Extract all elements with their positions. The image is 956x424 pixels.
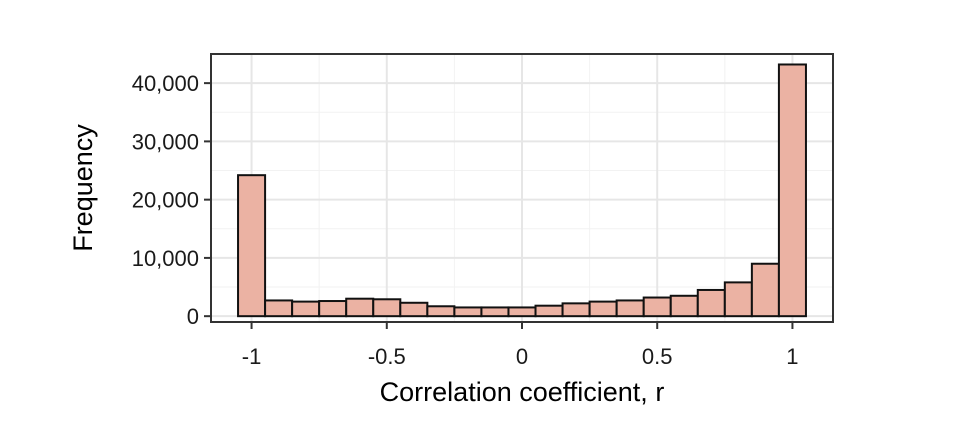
histogram-bar [615, 299, 645, 318]
y-axis: 0 10,000 20,000 30,000 40,000 [132, 71, 211, 329]
y-tick-label: 0 [187, 304, 199, 329]
histogram-bar [480, 306, 510, 318]
histogram-bar [777, 63, 807, 318]
x-tick-label: -0.5 [368, 344, 406, 369]
histogram-bar [372, 298, 402, 318]
y-axis-title: Frequency [68, 124, 98, 252]
histogram-bar [264, 299, 294, 318]
x-axis-title: Correlation coefficient, r [380, 377, 665, 407]
histogram-bar [696, 288, 726, 318]
x-tick-label: 1 [786, 344, 798, 369]
histogram-bar [561, 302, 591, 318]
histogram-bar [642, 296, 672, 318]
x-tick-label: -1 [242, 344, 262, 369]
histogram-bar [318, 300, 348, 318]
histogram-bar [426, 305, 456, 318]
histogram-bar [453, 306, 483, 318]
y-tick-label: 40,000 [132, 71, 199, 96]
y-tick-label: 10,000 [132, 246, 199, 271]
histogram-bar [345, 297, 375, 318]
histogram-bar [723, 281, 753, 318]
histogram-bar [399, 301, 429, 318]
histogram-bar [669, 294, 699, 318]
x-axis: -1 -0.5 0 0.5 1 [242, 322, 799, 369]
x-tick-label: 0 [516, 344, 528, 369]
histogram-bar [588, 300, 618, 318]
histogram-bar [507, 306, 537, 318]
y-tick-label: 30,000 [132, 129, 199, 154]
x-tick-label: 0.5 [642, 344, 673, 369]
histogram-bar [291, 300, 321, 318]
histogram-bar [750, 262, 780, 318]
y-tick-label: 20,000 [132, 188, 199, 213]
histogram-bars [237, 63, 807, 318]
histogram-bar [534, 304, 564, 318]
histogram-bar [237, 174, 267, 318]
